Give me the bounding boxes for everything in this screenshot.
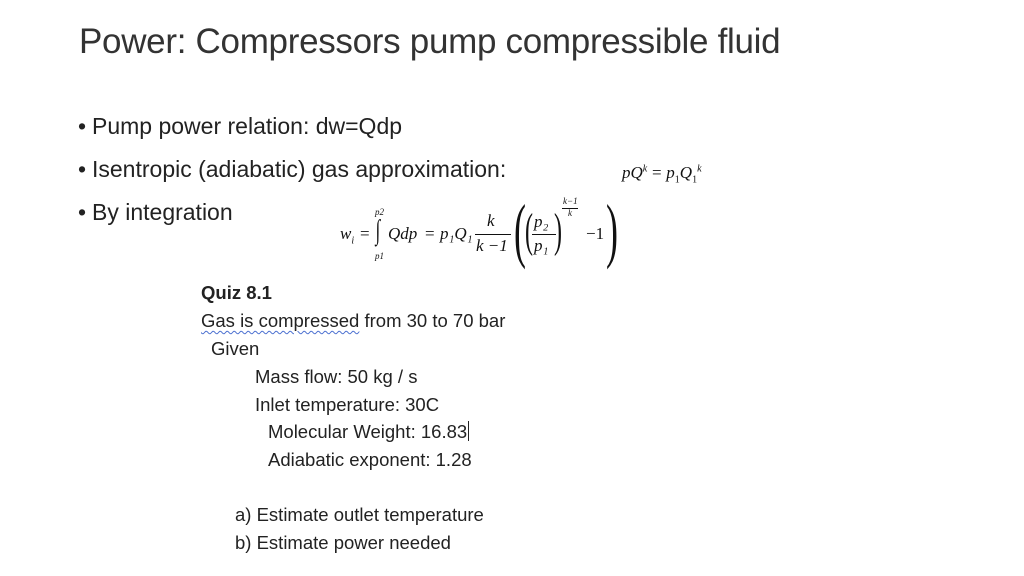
eq-term: w bbox=[340, 224, 352, 243]
eq-sign: = bbox=[651, 163, 662, 182]
quiz-given-item: Mass flow: 50 kg / s bbox=[255, 366, 418, 387]
spellcheck-underlined-text: Gas is compressed bbox=[201, 310, 360, 331]
quiz-statement: Gas is compressed from 30 to 70 bar bbox=[201, 310, 505, 332]
eq-term: pQ bbox=[622, 163, 643, 182]
bullet-icon: • bbox=[78, 156, 87, 182]
exponent-numerator: k−1 bbox=[563, 196, 578, 206]
quiz-item-text: Molecular Weight: 16.83 bbox=[268, 421, 468, 442]
integral-sign: ∫ bbox=[375, 215, 381, 246]
eq-subscript: 1 bbox=[674, 174, 680, 186]
fraction-bar bbox=[562, 208, 578, 209]
right-paren: ) bbox=[553, 204, 562, 257]
eq-term: Qdp bbox=[388, 224, 418, 243]
eq-term: p bbox=[666, 163, 675, 182]
fraction-numerator: k bbox=[487, 211, 495, 230]
quiz-given-label: Given bbox=[211, 338, 260, 359]
ratio-numerator: p₂ bbox=[534, 212, 549, 231]
quiz-given-item: Adiabatic exponent: 1.28 bbox=[268, 449, 472, 470]
integral-lower-limit: p1 bbox=[375, 251, 384, 261]
quiz-question: b) Estimate power needed bbox=[235, 532, 451, 553]
right-paren: ) bbox=[605, 190, 618, 270]
slide-title: Power: Compressors pump compressible flu… bbox=[79, 22, 781, 61]
bullet-text: Pump power relation: dw=Qdp bbox=[92, 113, 403, 139]
left-paren: ( bbox=[513, 190, 526, 270]
isentropic-equation: pQk = p1Q1k bbox=[622, 163, 702, 185]
eq-term: Q bbox=[679, 163, 693, 182]
exponent-denominator: k bbox=[568, 208, 572, 218]
eq-term: −1 bbox=[586, 224, 605, 243]
bullet-text: Isentropic (adiabatic) gas approximation… bbox=[92, 156, 507, 182]
bullet-icon: • bbox=[78, 113, 87, 139]
integral-upper-limit: p2 bbox=[375, 207, 384, 217]
eq-exponent: k bbox=[697, 163, 702, 175]
fraction-denominator: k −1 bbox=[476, 236, 508, 255]
bullet-item: • By integration bbox=[78, 199, 233, 226]
integration-equation: wi = p2 ∫ p1 Qdp = p₁Q₁ k k −1 ( ( p₂ p₁… bbox=[338, 190, 628, 273]
quiz-heading: Quiz 8.1 bbox=[201, 282, 272, 303]
eq-sign: = bbox=[360, 224, 370, 243]
eq-sign: = bbox=[425, 224, 435, 243]
quiz-statement-rest: from 30 to 70 bar bbox=[359, 310, 506, 331]
quiz-given-item[interactable]: Molecular Weight: 16.83 bbox=[268, 421, 470, 443]
eq-exponent: k bbox=[642, 163, 648, 175]
bullet-icon: • bbox=[78, 199, 87, 225]
ratio-denominator: p₁ bbox=[534, 236, 549, 255]
text-cursor bbox=[468, 421, 470, 441]
bullet-text: By integration bbox=[92, 199, 233, 225]
eq-term: p₁Q₁ bbox=[440, 224, 473, 243]
quiz-given-item: Inlet temperature: 30C bbox=[255, 394, 440, 415]
eq-subscript: i bbox=[351, 235, 355, 247]
fraction-bar bbox=[532, 234, 556, 235]
eq-subscript: 1 bbox=[692, 174, 698, 186]
left-paren: ( bbox=[524, 204, 533, 257]
bullet-item: • Pump power relation: dw=Qdp bbox=[78, 113, 402, 140]
bullet-item: • Isentropic (adiabatic) gas approximatio… bbox=[78, 156, 506, 183]
fraction-bar bbox=[475, 234, 511, 235]
quiz-question: a) Estimate outlet temperature bbox=[235, 504, 484, 525]
